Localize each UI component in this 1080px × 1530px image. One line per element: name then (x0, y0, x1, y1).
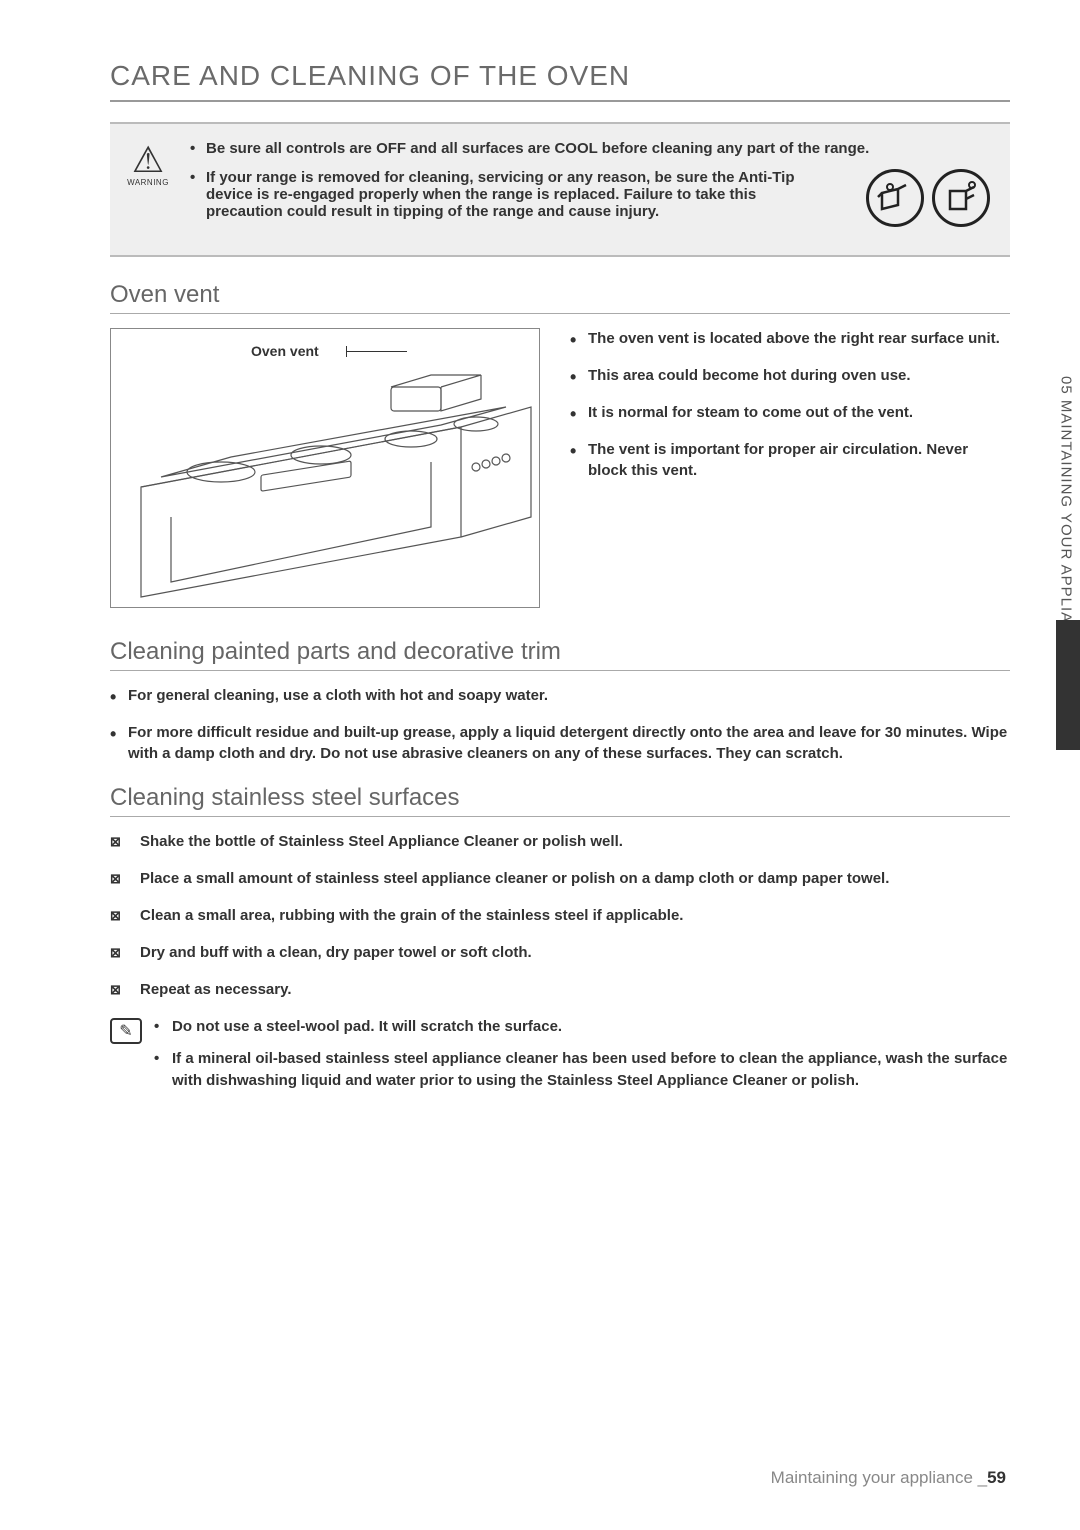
stainless-step-2: Place a small amount of stainless steel … (110, 868, 1010, 889)
warning-item-2: If your range is removed for cleaning, s… (190, 169, 990, 227)
stainless-step-5: Repeat as necessary. (110, 979, 1010, 1000)
note-icon: ✎ (110, 1018, 142, 1044)
page-title: CARE AND CLEANING OF THE OVEN (110, 60, 1010, 92)
painted-heading: Cleaning painted parts and decorative tr… (110, 638, 1010, 671)
stainless-step-4: Dry and buff with a clean, dry paper tow… (110, 942, 1010, 963)
side-tab: 05 MAINTAINING YOUR APPLIANCE (1052, 370, 1080, 850)
stainless-step-3: Clean a small area, rubbing with the gra… (110, 905, 1010, 926)
vent-bullet-2: This area could become hot during oven u… (570, 365, 1010, 386)
stove-illustration (111, 347, 541, 607)
side-tab-marker (1056, 620, 1080, 750)
tip-over-stove-icon (866, 169, 924, 227)
warning-icon: ⚠ WARNING (120, 140, 176, 239)
painted-bullet-2: For more difficult residue and built-up … (110, 722, 1010, 764)
page-number: 59 (987, 1468, 1006, 1487)
warning-item-2-text: If your range is removed for cleaning, s… (206, 169, 820, 220)
vent-bullet-1: The oven vent is located above the right… (570, 328, 1010, 349)
oven-vent-heading: Oven vent (110, 281, 1010, 314)
note-bullet-2: If a mineral oil-based stainless steel a… (154, 1048, 1010, 1092)
anti-tip-icons (840, 169, 990, 227)
warning-label: WARNING (127, 178, 169, 187)
oven-vent-section: Oven vent The oven (110, 328, 1010, 608)
footer-text: Maintaining your appliance _ (771, 1468, 987, 1487)
painted-bullet-1: For general cleaning, use a cloth with h… (110, 685, 1010, 706)
stainless-step-1: Shake the bottle of Stainless Steel Appl… (110, 831, 1010, 852)
title-rule (110, 100, 1010, 102)
note-box: ✎ Do not use a steel-wool pad. It will s… (110, 1016, 1010, 1101)
warning-item-1: Be sure all controls are OFF and all sur… (190, 140, 990, 157)
footer: Maintaining your appliance _59 (771, 1468, 1006, 1488)
vent-bullet-4: The vent is important for proper air cir… (570, 439, 1010, 481)
note-bullet-1: Do not use a steel-wool pad. It will scr… (154, 1016, 1010, 1038)
warning-box: ⚠ WARNING Be sure all controls are OFF a… (110, 122, 1010, 257)
tip-over-person-icon (932, 169, 990, 227)
warning-triangle-icon: ⚠ (132, 142, 164, 178)
vent-bullet-3: It is normal for steam to come out of th… (570, 402, 1010, 423)
stainless-heading: Cleaning stainless steel surfaces (110, 784, 1010, 817)
oven-vent-diagram: Oven vent (110, 328, 540, 608)
